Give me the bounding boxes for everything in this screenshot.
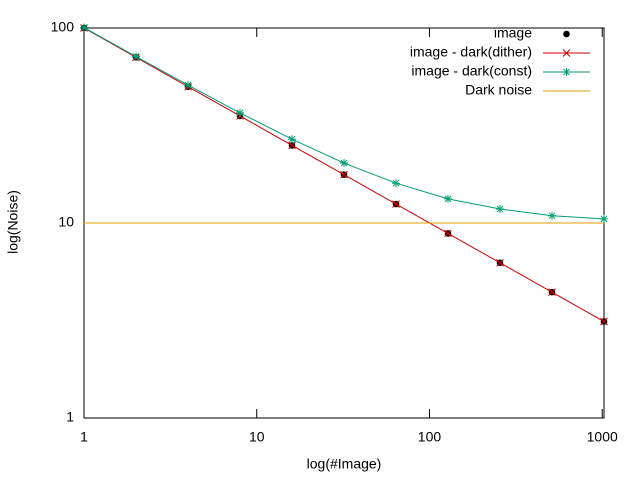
legend-label: image — [494, 25, 532, 41]
data-point — [548, 211, 556, 220]
x-tick-label: 100 — [418, 429, 442, 445]
x-tick-label: 1 — [80, 429, 88, 445]
x-tick-label: 1000 — [587, 429, 618, 445]
data-point — [340, 159, 348, 168]
data-point — [444, 194, 452, 203]
data-point — [184, 81, 192, 90]
legend-label: Dark noise — [465, 82, 532, 98]
data-point — [288, 135, 296, 144]
data-point — [340, 170, 348, 179]
data-point — [392, 200, 400, 208]
y-tick-label: 1 — [66, 409, 74, 425]
data-point — [600, 317, 608, 326]
data-point — [496, 258, 504, 267]
legend-marker — [562, 49, 571, 57]
data-point — [236, 108, 244, 117]
y-tick-label: 100 — [51, 19, 75, 35]
legend-marker — [563, 30, 570, 38]
y-axis-label: log(Noise) — [5, 190, 21, 254]
x-tick-label: 10 — [249, 429, 265, 445]
data-point — [80, 23, 88, 32]
data-point — [496, 204, 504, 213]
legend-marker — [562, 68, 571, 76]
legend-label: image - dark(const) — [411, 63, 532, 79]
data-point — [132, 52, 140, 61]
data-point — [548, 288, 556, 296]
x-axis-label: log(#Image) — [307, 456, 382, 472]
legend-label: image - dark(dither) — [410, 44, 532, 60]
data-point — [444, 229, 452, 238]
data-point — [600, 214, 608, 223]
y-tick-label: 10 — [58, 214, 74, 230]
data-point — [392, 179, 400, 188]
data-point — [288, 141, 296, 150]
